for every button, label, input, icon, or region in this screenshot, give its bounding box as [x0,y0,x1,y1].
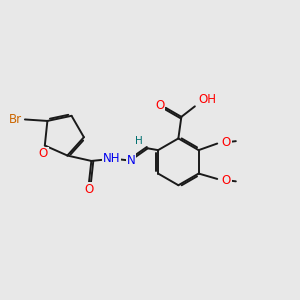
Text: Br: Br [9,113,22,126]
Text: NH: NH [103,152,121,165]
Text: O: O [155,99,164,112]
Text: O: O [84,183,94,196]
Text: O: O [39,147,48,161]
Text: H: H [136,136,143,146]
Text: O: O [222,174,231,187]
Text: O: O [222,136,231,148]
Text: OH: OH [199,93,217,106]
Text: N: N [127,154,136,167]
